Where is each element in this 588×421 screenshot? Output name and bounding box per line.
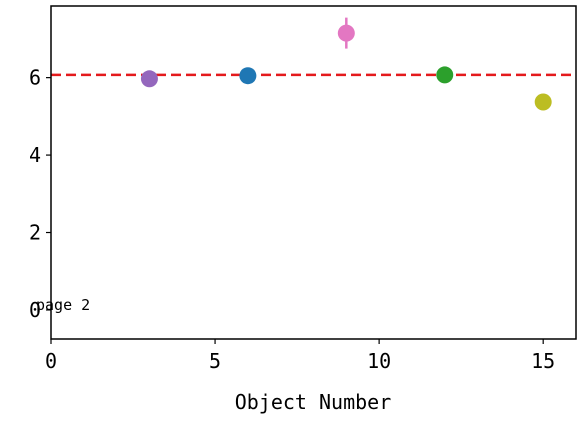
data-point xyxy=(337,24,355,42)
axes-layer: 0 5 10 15 0 2 4 6 xyxy=(29,5,577,373)
plot-layer xyxy=(51,17,576,111)
data-point xyxy=(239,67,257,85)
y-tick-label: 2 xyxy=(29,221,41,245)
x-tick-label: 0 xyxy=(45,349,57,373)
data-point xyxy=(436,66,454,84)
y-tick-label: 0 xyxy=(29,298,41,322)
data-point xyxy=(534,93,552,111)
page-annotation: page 2 xyxy=(36,296,90,314)
data-point xyxy=(140,70,158,88)
plot-frame xyxy=(50,5,577,340)
y-tick-label: 4 xyxy=(29,143,41,167)
x-tick-label: 5 xyxy=(209,349,221,373)
x-tick-label: 15 xyxy=(531,349,555,373)
x-axis-title: Object Number xyxy=(235,390,392,414)
y-tick-label: 6 xyxy=(29,66,41,90)
x-tick-label: 10 xyxy=(367,349,391,373)
